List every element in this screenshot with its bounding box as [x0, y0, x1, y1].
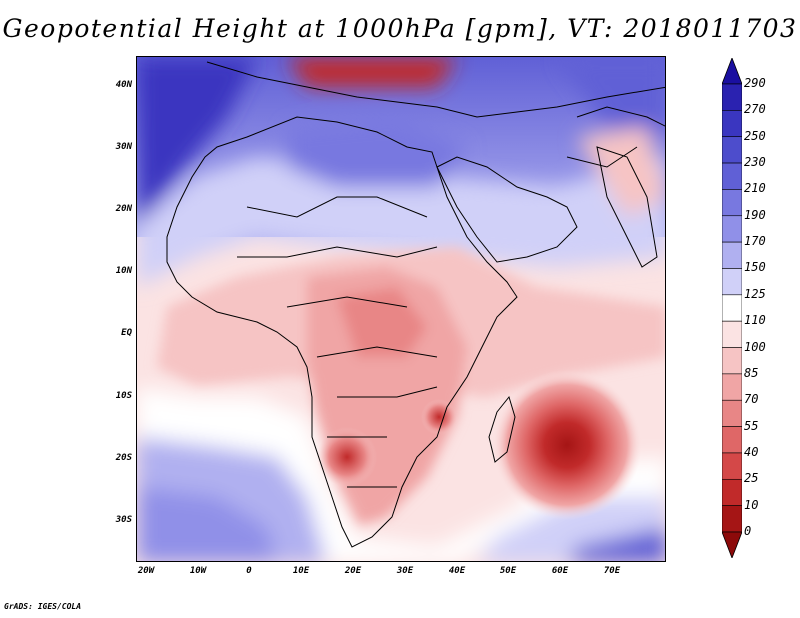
africa-coast: [166, 116, 518, 548]
colorbar-level-label: 25: [744, 471, 759, 486]
geopotential-map: [137, 57, 665, 561]
colorbar-level-label: 40: [744, 444, 759, 459]
central-africa-low: [337, 287, 427, 357]
map-title: Geopotential Height at 1000hPa [gpm], VT…: [2, 14, 798, 43]
colorbar-segment: [722, 189, 742, 217]
lon-label: 70E: [603, 566, 621, 576]
lon-label: 20E: [344, 566, 362, 576]
colorbar-segment: [722, 478, 742, 506]
madagascar-coast: [488, 395, 516, 463]
colorbar-segment: [722, 294, 742, 322]
lon-label: 40E: [448, 566, 466, 576]
lon-label: 50E: [499, 566, 517, 576]
map-panel: [136, 56, 666, 562]
lat-label: 30N: [115, 142, 132, 152]
colorbar-segment: [722, 452, 742, 480]
southern-high-core: [137, 487, 277, 561]
mediterranean-coast: [206, 61, 665, 118]
colorbar-level-label: 125: [744, 286, 766, 301]
colorbar-segment: [722, 373, 742, 401]
asia-borders: [566, 106, 665, 168]
colorbar-level-label: 290: [744, 76, 766, 90]
colorbar-segment: [722, 426, 742, 454]
colorbar-segment: [722, 110, 742, 138]
deep-low-center: [492, 370, 642, 520]
colorbar-segment: [722, 268, 742, 296]
colorbar-bottom-arrow: [722, 531, 742, 558]
colorbar-level-label: 190: [744, 207, 766, 222]
lon-label: 10W: [189, 566, 207, 576]
india-coast: [596, 146, 658, 268]
colorbar-segment: [722, 399, 742, 427]
lat-label: 40N: [115, 80, 132, 90]
credit-text: GrADS: IGES/COLA: [4, 602, 82, 611]
colorbar-level-label: 0: [744, 524, 752, 538]
colorbar-segment: [722, 136, 742, 164]
colorbar-segment: [722, 320, 742, 348]
arabia-coast: [436, 156, 578, 263]
lat-label: 10N: [115, 266, 132, 276]
lon-label: 10E: [292, 566, 310, 576]
colorbar-level-label: 55: [744, 418, 759, 433]
lat-label: 20N: [115, 204, 132, 214]
sahara-high: [287, 117, 467, 187]
atlantic-high: [137, 57, 257, 227]
lat-label: 20S: [115, 453, 132, 463]
colorbar-level-label: 210: [744, 181, 766, 196]
lat-label: EQ: [121, 328, 132, 338]
mediterranean-low: [287, 57, 457, 87]
lon-label: 60E: [551, 566, 569, 576]
india-low: [577, 127, 665, 217]
colorbar-level-label: 100: [744, 339, 766, 354]
colorbar-segment: [722, 241, 742, 269]
colorbar-level-label: 230: [744, 155, 766, 170]
lon-label: 0: [246, 566, 252, 576]
colorbar-level-label: 170: [744, 234, 766, 249]
colorbar-level-label: 270: [744, 102, 766, 117]
colorbar-level-label: 70: [744, 392, 759, 407]
country-borders: [237, 196, 438, 488]
lat-label: 10S: [115, 391, 132, 401]
lon-label: 30E: [396, 566, 414, 576]
colorbar-segment: [722, 162, 742, 190]
colorbar-level-label: 250: [744, 128, 766, 143]
lon-label: 20W: [137, 566, 155, 576]
colorbar-segment: [722, 83, 742, 111]
colorbar-top-arrow: [722, 58, 742, 85]
mozambique-low: [421, 399, 457, 435]
colorbar-level-label: 85: [744, 365, 759, 380]
indian-high-core: [568, 527, 665, 561]
coastlines: [166, 61, 665, 548]
lat-label: 30S: [115, 515, 132, 525]
colorbar-level-label: 150: [744, 260, 766, 275]
colorbar-segment: [722, 505, 742, 533]
colorbar-level-label: 110: [744, 313, 766, 328]
kalahari-low: [317, 427, 377, 487]
colorbar-segment: [722, 347, 742, 375]
colorbar-level-label: 10: [744, 497, 759, 512]
colorbar-segment: [722, 215, 742, 243]
colorbar: [722, 58, 742, 558]
